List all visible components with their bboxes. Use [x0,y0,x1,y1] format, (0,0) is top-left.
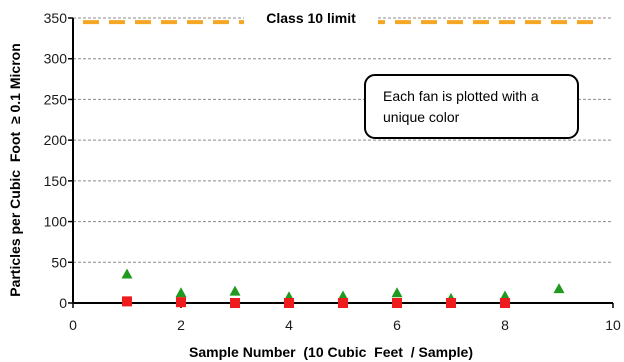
data-point-square [230,298,240,308]
x-tick-label: 2 [177,317,185,333]
grid-lines [68,17,614,308]
data-point-triangle [499,290,511,301]
data-point-square [392,298,402,308]
x-tick-labels: 0 2 4 6 8 10 [69,317,621,333]
data-point-square [500,298,510,308]
class-limit-label-box [244,5,378,31]
y-tick-label: 100 [44,214,68,230]
annotation-frame [364,74,579,139]
x-axis-title: Sample Number (10 Cubic Feet / Sample) [189,344,473,360]
y-tick-label: 50 [51,254,67,270]
data-point-square [122,296,132,307]
annotation-line-1: Each fan is plotted with a [383,88,539,104]
data-point-square [338,298,348,308]
class-limit-label: Class 10 limit [266,10,356,26]
data-point-triangle [337,290,349,301]
data-point-triangle [391,287,403,298]
x-tick-label: 4 [285,317,293,333]
annotation-line-2: unique color [383,109,460,125]
y-tick-label: 150 [44,173,68,189]
y-tick-label: 350 [44,10,68,26]
y-axis-title: Particles per Cubic Foot ≥ 0.1 Micron [7,43,23,297]
y-tick-label: 250 [44,91,68,107]
y-tick-label: 200 [44,132,68,148]
y-tick-label: 300 [44,51,68,67]
data-point-square [284,298,294,308]
x-tick-label: 8 [501,317,509,333]
x-tick-label: 6 [393,317,401,333]
data-point-square [176,297,186,308]
data-markers [121,268,565,308]
x-tick-label: 0 [69,317,77,333]
annotation-text: Each fan is plotted with a unique color [383,88,543,125]
x-tick-label: 10 [605,317,621,333]
data-point-triangle [175,287,187,298]
y-tick-label: 0 [59,295,67,311]
y-tick-labels: 0 50 100 150 200 250 300 350 [44,10,68,311]
data-point-triangle [229,285,241,296]
data-point-square [446,298,456,308]
annotation-box: Each fan is plotted with a unique color [364,74,579,139]
data-point-triangle [121,268,133,279]
data-point-triangle [553,283,565,294]
axes [72,18,613,304]
